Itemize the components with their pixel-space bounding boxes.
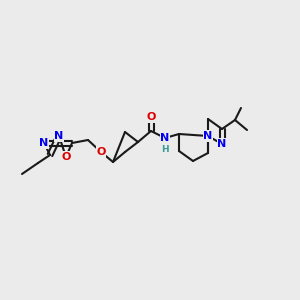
Text: O: O — [146, 112, 156, 122]
Text: N: N — [218, 139, 226, 149]
Text: O: O — [61, 152, 71, 162]
Text: N: N — [39, 138, 49, 148]
Text: N: N — [203, 131, 213, 141]
Text: O: O — [96, 147, 106, 157]
Text: N: N — [160, 133, 169, 143]
Text: N: N — [54, 131, 64, 141]
Text: H: H — [161, 145, 169, 154]
